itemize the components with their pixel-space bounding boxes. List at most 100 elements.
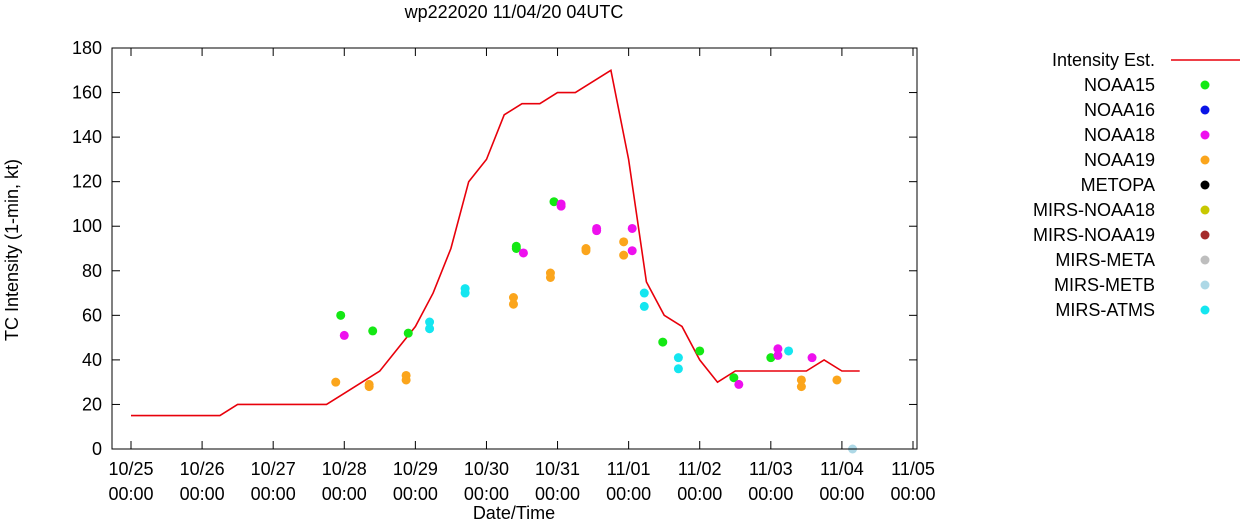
y-tick-label: 0 — [92, 439, 102, 459]
y-tick-label: 180 — [72, 38, 102, 58]
y-tick-label: 140 — [72, 127, 102, 147]
x-tick-date: 11/05 — [891, 459, 935, 479]
mirs-atms-point — [425, 317, 435, 327]
noaa18-point — [734, 379, 744, 389]
x-tick-time: 00:00 — [535, 484, 580, 504]
x-tick-time: 00:00 — [677, 484, 722, 504]
legend-label: NOAA15 — [1084, 75, 1155, 95]
y-tick-label: 100 — [72, 216, 102, 236]
x-tick-date: 11/03 — [749, 459, 793, 479]
noaa15-point — [549, 197, 559, 207]
x-tick-date: 10/30 — [464, 459, 509, 479]
noaa18-point — [807, 353, 817, 363]
noaa19-point — [619, 237, 629, 247]
legend-point-swatch — [1200, 155, 1210, 165]
mirs-atms-point — [673, 364, 683, 374]
noaa19-point — [401, 375, 411, 385]
legend-point-swatch — [1200, 280, 1210, 290]
y-tick-label: 40 — [82, 350, 102, 370]
noaa18-point — [627, 223, 637, 233]
legend-label: MIRS-NOAA18 — [1033, 200, 1155, 220]
legend-point-swatch — [1200, 305, 1210, 315]
y-axis-label: TC Intensity (1-min, kt) — [2, 159, 22, 341]
noaa19-point — [508, 293, 518, 303]
legend-point-swatch — [1200, 205, 1210, 215]
x-tick-time: 00:00 — [464, 484, 509, 504]
noaa18-point — [627, 246, 637, 256]
legend-label: NOAA19 — [1084, 150, 1155, 170]
y-tick-label: 60 — [82, 305, 102, 325]
y-tick-label: 80 — [82, 261, 102, 281]
x-tick-time: 00:00 — [322, 484, 367, 504]
noaa19-point — [364, 382, 374, 392]
legend-label: NOAA16 — [1084, 100, 1155, 120]
y-tick-label: 120 — [72, 172, 102, 192]
x-tick-time: 00:00 — [606, 484, 651, 504]
x-axis-label: Date/Time — [473, 503, 555, 521]
noaa19-point — [581, 246, 591, 256]
legend-point-swatch — [1200, 80, 1210, 90]
noaa15-point — [658, 337, 668, 347]
legend-label: Intensity Est. — [1052, 50, 1155, 70]
y-tick-label: 160 — [72, 83, 102, 103]
mirs-atms-point — [639, 301, 649, 311]
mirs-atms-point — [460, 288, 470, 298]
legend-label: MIRS-METB — [1054, 275, 1155, 295]
noaa15-point — [766, 353, 776, 363]
tick-labels: 0 20 40 60 80 100 120 140 160 180 10/25 00:00 10/26 0… — [72, 38, 936, 504]
x-tick-date: 10/26 — [180, 459, 225, 479]
legend-label: MIRS-META — [1055, 250, 1155, 270]
legend-label: MIRS-NOAA19 — [1033, 225, 1155, 245]
x-tick-date: 11/02 — [678, 459, 722, 479]
noaa19-point — [619, 250, 629, 260]
legend: Intensity Est. NOAA15 NOAA16 NOAA18 NOAA19 ME… — [1033, 50, 1240, 320]
x-tick-date: 10/25 — [108, 459, 153, 479]
noaa18-point — [773, 344, 783, 354]
x-tick-time: 00:00 — [819, 484, 864, 504]
noaa15-point — [368, 326, 378, 336]
mirs-atms-point — [673, 353, 683, 363]
noaa18-point — [518, 248, 528, 258]
noaa18-point — [556, 201, 566, 211]
noaa15-point — [511, 244, 521, 253]
legend-point-swatch — [1200, 230, 1210, 240]
x-tick-date: 11/04 — [820, 459, 864, 479]
x-tick-time: 00:00 — [890, 484, 935, 504]
legend-point-swatch — [1200, 180, 1210, 190]
x-tick-time: 00:00 — [180, 484, 225, 504]
mirs-atms-point — [425, 324, 435, 334]
legend-point-swatch — [1200, 255, 1210, 265]
x-tick-date: 10/29 — [393, 459, 438, 479]
x-tick-date: 10/31 — [535, 459, 580, 479]
noaa19-point — [796, 382, 806, 392]
noaa19-point — [545, 272, 555, 282]
x-tick-time: 00:00 — [108, 484, 153, 504]
x-tick-date: 11/01 — [607, 459, 651, 479]
legend-point-swatch — [1200, 105, 1210, 115]
noaa15-point — [403, 328, 413, 338]
x-tick-date: 10/28 — [322, 459, 367, 479]
noaa19-point — [796, 375, 806, 385]
x-tick-time: 00:00 — [393, 484, 438, 504]
y-tick-label: 20 — [82, 394, 102, 414]
intensity-est-line — [131, 69, 860, 417]
legend-label: METOPA — [1081, 175, 1155, 195]
noaa18-point — [773, 350, 783, 360]
noaa19-point — [508, 299, 518, 309]
noaa18-point — [339, 330, 349, 340]
x-tick-time: 00:00 — [251, 484, 296, 504]
x-tick-time: 00:00 — [748, 484, 793, 504]
chart-title: wp222020 11/04/20 04UTC — [404, 2, 624, 22]
legend-label: MIRS-ATMS — [1055, 300, 1155, 320]
mirs-atms-point — [639, 288, 649, 298]
noaa18-point — [592, 226, 602, 236]
legend-point-swatch — [1200, 130, 1210, 140]
legend-label: NOAA18 — [1084, 125, 1155, 145]
data-series — [131, 69, 860, 454]
noaa19-point — [832, 375, 842, 385]
x-tick-date: 10/27 — [251, 459, 296, 479]
noaa15-point — [695, 346, 705, 356]
plot-frame — [111, 47, 918, 450]
mirs-atms-point — [784, 346, 794, 356]
